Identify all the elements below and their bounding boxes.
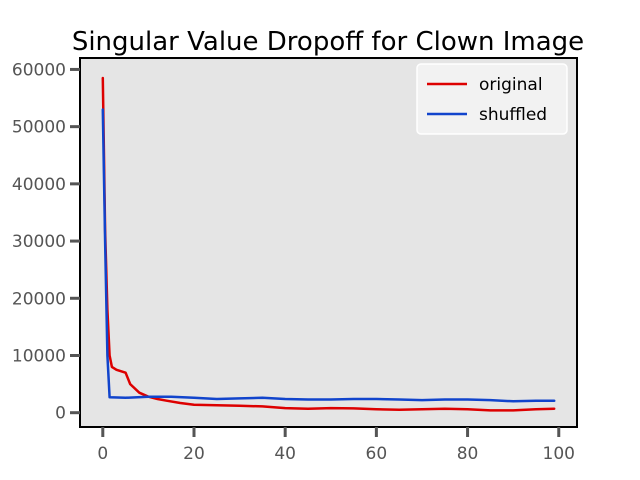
y-tick-label-20000: 20000 <box>12 289 66 309</box>
x-tick-label-80: 80 <box>457 444 479 464</box>
legend: original shuffled <box>416 63 568 135</box>
y-tick-label-50000: 50000 <box>12 118 66 138</box>
x-axis: 0 20 40 60 80 100 <box>97 427 575 464</box>
y-tick-label-40000: 40000 <box>12 175 66 195</box>
legend-box <box>416 63 568 135</box>
series-line-shuffled <box>101 108 556 403</box>
series-layer <box>101 76 556 412</box>
series-line-original <box>101 76 556 412</box>
x-tick-label-60: 60 <box>366 444 388 464</box>
x-tick-label-40: 40 <box>274 444 296 464</box>
y-axis: 0 10000 20000 30000 40000 50000 60000 <box>12 60 80 424</box>
x-tick-label-0: 0 <box>97 444 108 464</box>
y-tick-label-30000: 30000 <box>12 232 66 252</box>
x-tick-label-100: 100 <box>543 444 575 464</box>
legend-label-original: original <box>479 75 543 95</box>
x-tick-label-20: 20 <box>183 444 205 464</box>
y-tick-label-0: 0 <box>55 404 66 424</box>
y-tick-label-60000: 60000 <box>12 60 66 80</box>
chart-title: Singular Value Dropoff for Clown Image <box>72 27 584 57</box>
y-tick-label-10000: 10000 <box>12 346 66 366</box>
legend-label-shuffled: shuffled <box>479 105 547 125</box>
